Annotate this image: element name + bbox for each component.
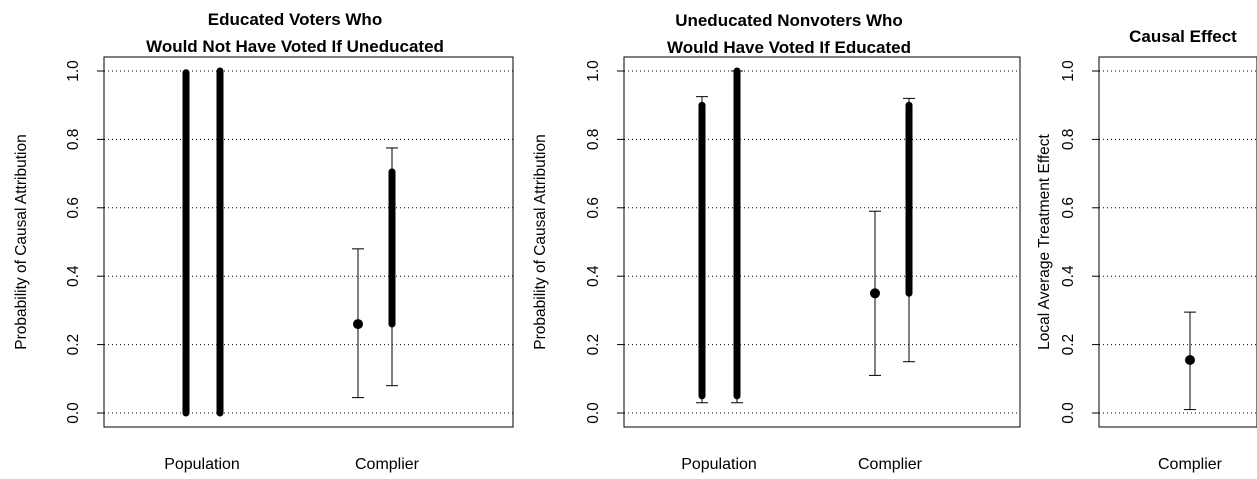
plot-frame <box>103 56 514 428</box>
y-tick-label: 0.2 <box>585 334 602 356</box>
y-tick-label: 0.4 <box>585 265 602 287</box>
x-category-label: Complier <box>858 456 923 473</box>
x-category-label: Population <box>681 456 757 473</box>
y-tick-label: 0.8 <box>1060 129 1077 151</box>
point-estimate <box>870 288 880 299</box>
plot-frame <box>1098 56 1257 428</box>
y-tick-label: 1.0 <box>585 60 602 82</box>
chart-title-line: Educated Voters Who <box>208 10 382 29</box>
y-axis-label: Local Average Treatment Effect <box>1036 133 1053 349</box>
y-tick-label: 0.6 <box>1060 197 1077 219</box>
x-category-label: Complier <box>355 456 420 473</box>
y-axis-label: Probability of Causal Attribution <box>13 134 30 349</box>
y-tick-label: 0.0 <box>585 402 602 424</box>
y-tick-label: 0.4 <box>1060 265 1077 287</box>
chart-panel-1: 0.0 0.2 0.4 0.6 0.8 1.0 Probability of Causal … <box>13 10 514 473</box>
x-category-label: Population <box>164 456 240 473</box>
point-estimate <box>1185 354 1195 365</box>
y-tick-label: 0.8 <box>65 129 82 151</box>
chart-title-line: Uneducated Nonvoters Who <box>675 11 903 30</box>
y-tick-label: 0.0 <box>65 402 82 424</box>
chart-panel-2: 0.0 0.2 0.4 0.6 0.8 1.0 Probability of Causal … <box>532 11 1021 473</box>
y-axis-label: Probability of Causal Attribution <box>532 134 549 349</box>
y-tick-label: 0.4 <box>65 265 82 287</box>
chart-title-line: Causal Effect <box>1129 27 1237 46</box>
x-category-label: Complier <box>1158 456 1223 473</box>
y-tick-label: 0.0 <box>1060 402 1077 424</box>
y-tick-label: 0.2 <box>65 334 82 356</box>
y-tick-label: 1.0 <box>1060 60 1077 82</box>
plot-frame <box>623 56 1021 428</box>
chart-panel-3: 0.0 0.2 0.4 0.6 0.8 1.0 Local Average Treatmen… <box>1036 27 1257 473</box>
point-estimate <box>353 319 363 330</box>
y-tick-label: 0.6 <box>65 197 82 219</box>
y-tick-label: 0.6 <box>585 197 602 219</box>
chart-title-line: Would Have Voted If Educated <box>667 38 911 57</box>
y-tick-label: 0.2 <box>1060 334 1077 356</box>
y-tick-label: 0.8 <box>585 129 602 151</box>
y-tick-label: 1.0 <box>65 60 82 82</box>
chart-title-line: Would Not Have Voted If Uneducated <box>146 37 444 56</box>
